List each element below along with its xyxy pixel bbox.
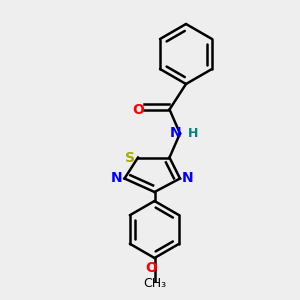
- Text: O: O: [132, 103, 144, 116]
- Text: S: S: [125, 151, 136, 164]
- Text: N: N: [182, 172, 193, 185]
- Text: CH₃: CH₃: [143, 277, 166, 290]
- Text: H: H: [188, 127, 199, 140]
- Text: O: O: [146, 262, 158, 275]
- Text: N: N: [170, 127, 181, 140]
- Text: N: N: [111, 172, 123, 185]
